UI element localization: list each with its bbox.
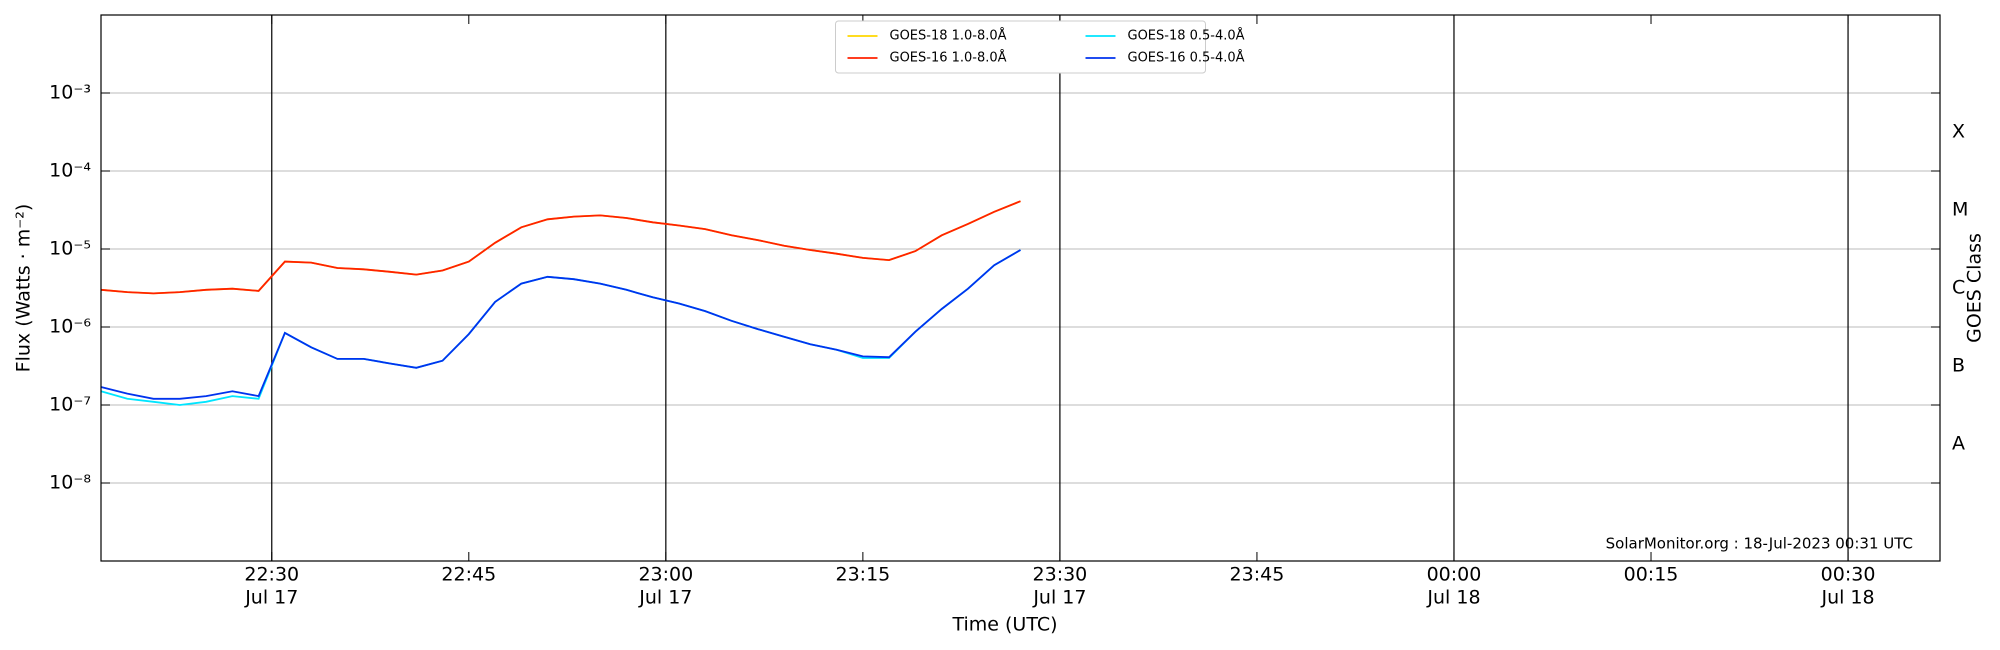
x-tick-label: 00:15 xyxy=(1624,564,1679,586)
x-axis-title: Time (UTC) xyxy=(951,614,1057,636)
x-tick-label: Jul 17 xyxy=(638,587,692,609)
y2-tick-label: X xyxy=(1952,121,1965,143)
y2-tick-label: A xyxy=(1952,433,1965,455)
y2-axis-title: GOES Class xyxy=(1964,233,1986,343)
y-tick-label: 10⁻³ xyxy=(49,82,91,104)
x-tick-label: 23:15 xyxy=(835,564,890,586)
legend-label: GOES-16 1.0-8.0Å xyxy=(890,50,1007,66)
y-tick-label: 10⁻⁷ xyxy=(49,394,91,416)
legend-label: GOES-16 0.5-4.0Å xyxy=(1128,50,1245,66)
legend-label: GOES-18 1.0-8.0Å xyxy=(890,28,1007,44)
x-tick-label: 23:30 xyxy=(1033,564,1088,586)
y2-tick-label: C xyxy=(1952,277,1965,299)
plot-frame xyxy=(100,14,1941,562)
x-tick-label: 22:30 xyxy=(244,564,299,586)
y-tick-label: 10⁻⁶ xyxy=(49,316,91,338)
x-tick-label: Jul 17 xyxy=(1032,587,1086,609)
x-tick-label: Jul 18 xyxy=(1820,587,1874,609)
x-tick-label: 00:00 xyxy=(1427,564,1482,586)
series-line xyxy=(100,249,1021,400)
x-tick-label: Jul 18 xyxy=(1426,587,1480,609)
legend-label: GOES-18 0.5-4.0Å xyxy=(1128,28,1245,44)
x-tick-label: 22:45 xyxy=(441,564,496,586)
legend-box xyxy=(835,20,1206,74)
y2-tick-label: M xyxy=(1952,199,1968,221)
x-tick-label: 23:45 xyxy=(1230,564,1285,586)
x-tick-label: 23:00 xyxy=(638,564,693,586)
y-tick-label: 10⁻⁴ xyxy=(49,160,91,182)
legend: GOES-18 1.0-8.0Å GOES-16 1.0-8.0Å GOES-18 … xyxy=(835,20,1245,74)
plot-area xyxy=(101,15,1940,561)
y-axis-title: Flux (Watts · m⁻²) xyxy=(13,204,35,373)
x-tick-label: Jul 17 xyxy=(244,587,298,609)
y-tick-label: 10⁻⁵ xyxy=(49,238,91,260)
y2-tick-label: B xyxy=(1952,355,1965,377)
x-tick-label: 00:30 xyxy=(1821,564,1876,586)
y-tick-label: 10⁻⁸ xyxy=(49,472,91,494)
series-line xyxy=(100,200,1021,295)
annotation: SolarMonitor.org : 18-Jul-2023 00:31 UTC xyxy=(1606,535,1913,553)
